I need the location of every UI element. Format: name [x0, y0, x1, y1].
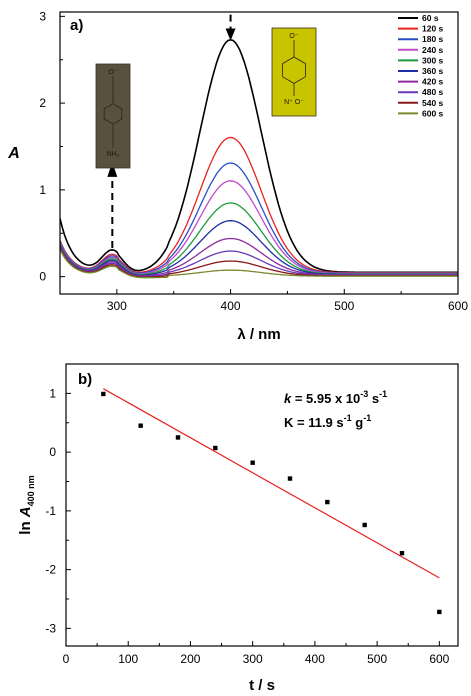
legend-label-300s: 300 s	[422, 55, 444, 65]
legend-label-240s: 240 s	[422, 45, 444, 55]
legend-label-60s: 60 s	[422, 13, 439, 23]
rate-constant-annotation: k = 5.95 x 10-3 s-1	[284, 389, 387, 406]
chart-b-y-axis-label-sub: 400 nm	[26, 475, 36, 506]
chart-b-x-tick-label-0: 0	[63, 652, 70, 666]
legend-label-600s: 600 s	[422, 108, 444, 118]
chart-a-y-tick-label-3: 3	[39, 9, 46, 23]
data-point-420	[325, 499, 330, 505]
chart-b-y-tick-label--2: -2	[45, 563, 56, 577]
legend-label-360s: 360 s	[422, 66, 444, 76]
chart-b-x-axis-label: t / s	[249, 677, 275, 694]
normalized-rate-exponent-1: -1	[344, 413, 352, 423]
legend-label-420s: 420 s	[422, 77, 444, 87]
chart-b-y-axis-label: ln A400 nm	[17, 475, 36, 534]
rate-constant-symbol: k	[284, 391, 292, 406]
chart-a-x-tick-label-400: 400	[221, 299, 241, 313]
normalized-rate-exponent-2: -1	[363, 413, 371, 423]
data-point-600	[437, 609, 442, 615]
data-point-360	[287, 476, 293, 481]
data-point-180	[175, 435, 181, 440]
chart-b: 0 100 200 300 400 500 600 1 0 -1 -2 -3 b) t / s ln …	[17, 363, 459, 694]
rate-constant-exponent: -3	[360, 389, 368, 399]
chart-a-y-axis-label: A	[7, 145, 20, 162]
chart-b-y-tick-label-1: 1	[49, 386, 56, 400]
chart-b-x-tick-label-200: 200	[180, 652, 200, 666]
rate-constant-value: = 5.95 x 10	[291, 391, 360, 406]
molecule-top-label-1: O⁻	[108, 69, 117, 76]
chart-a-ticks: 300 400 500 600 0 1 2 3	[39, 9, 468, 313]
chart-b-ticks: 0 100 200 300 400 500 600 1 0 -1 -2 -3	[45, 386, 449, 666]
chart-a-x-axis-label: λ / nm	[237, 326, 280, 343]
arrow-head-down	[225, 28, 236, 41]
chart-b-panel-label: b)	[78, 371, 92, 388]
chart-a-plot-frame	[59, 11, 459, 295]
chart-b-marks	[101, 388, 442, 615]
chart-b-y-tick-label-0: 0	[49, 445, 56, 459]
chart-b-y-axis-label-italic: A	[17, 506, 34, 518]
data-point-540	[399, 550, 405, 556]
arrow-head-up	[107, 162, 118, 177]
data-point-120	[138, 423, 143, 428]
data-point-300	[250, 460, 255, 465]
linear-fit-line	[103, 388, 440, 579]
legend-label-180s: 180 s	[422, 34, 444, 44]
molecule-bottom-label-1: NH₂	[107, 151, 120, 158]
chart-a-y-tick-label-0: 0	[39, 270, 46, 284]
chart-a-panel-label: a)	[70, 17, 83, 34]
legend-label-120s: 120 s	[422, 24, 444, 34]
benzene-ring-2	[282, 56, 306, 84]
chart-a-x-tick-label-300: 300	[107, 299, 127, 313]
normalized-rate-value: K = 11.9 s	[284, 415, 344, 430]
chart-a-x-tick-label-500: 500	[334, 299, 354, 313]
chart-b-x-tick-label-400: 400	[305, 652, 325, 666]
molecule-top-label-2: O⁻	[289, 33, 298, 40]
normalized-rate-annotation: K = 11.9 s-1 g-1	[284, 413, 371, 430]
rate-constant-unit-exponent: -1	[379, 389, 387, 399]
chart-b-x-tick-label-500: 500	[367, 652, 387, 666]
chart-a-insets: O⁻ NH₂ O⁻ N⁺ O⁻	[95, 14, 317, 249]
chart-b-y-tick-label--1: -1	[45, 504, 56, 518]
data-point-480	[362, 522, 367, 528]
chart-b-y-tick-label--3: -3	[45, 621, 56, 635]
data-point-60	[101, 391, 106, 397]
legend-label-540s: 540 s	[422, 98, 444, 108]
data-point-240	[213, 445, 218, 451]
chart-a-lines	[59, 38, 458, 279]
chart-b-x-tick-label-600: 600	[429, 652, 449, 666]
legend-label-480s: 480 s	[422, 87, 444, 97]
chart-b-x-tick-label-100: 100	[118, 652, 138, 666]
normalized-rate-unit: g	[352, 415, 364, 430]
chart-b-x-tick-label-300: 300	[243, 652, 263, 666]
chart-b-y-axis-label-main: ln	[17, 517, 34, 535]
chart-a-x-tick-label-600: 600	[448, 299, 468, 313]
rate-constant-unit: s	[368, 391, 379, 406]
chart-a-y-tick-label-1: 1	[39, 183, 46, 197]
spectrum-line-600s	[59, 249, 458, 279]
chart-b-plot-frame	[65, 363, 459, 647]
benzene-ring-1	[103, 103, 123, 125]
molecule-bottom-label-2: N⁺ O⁻	[284, 99, 304, 106]
chart-a-y-tick-label-2: 2	[39, 96, 46, 110]
